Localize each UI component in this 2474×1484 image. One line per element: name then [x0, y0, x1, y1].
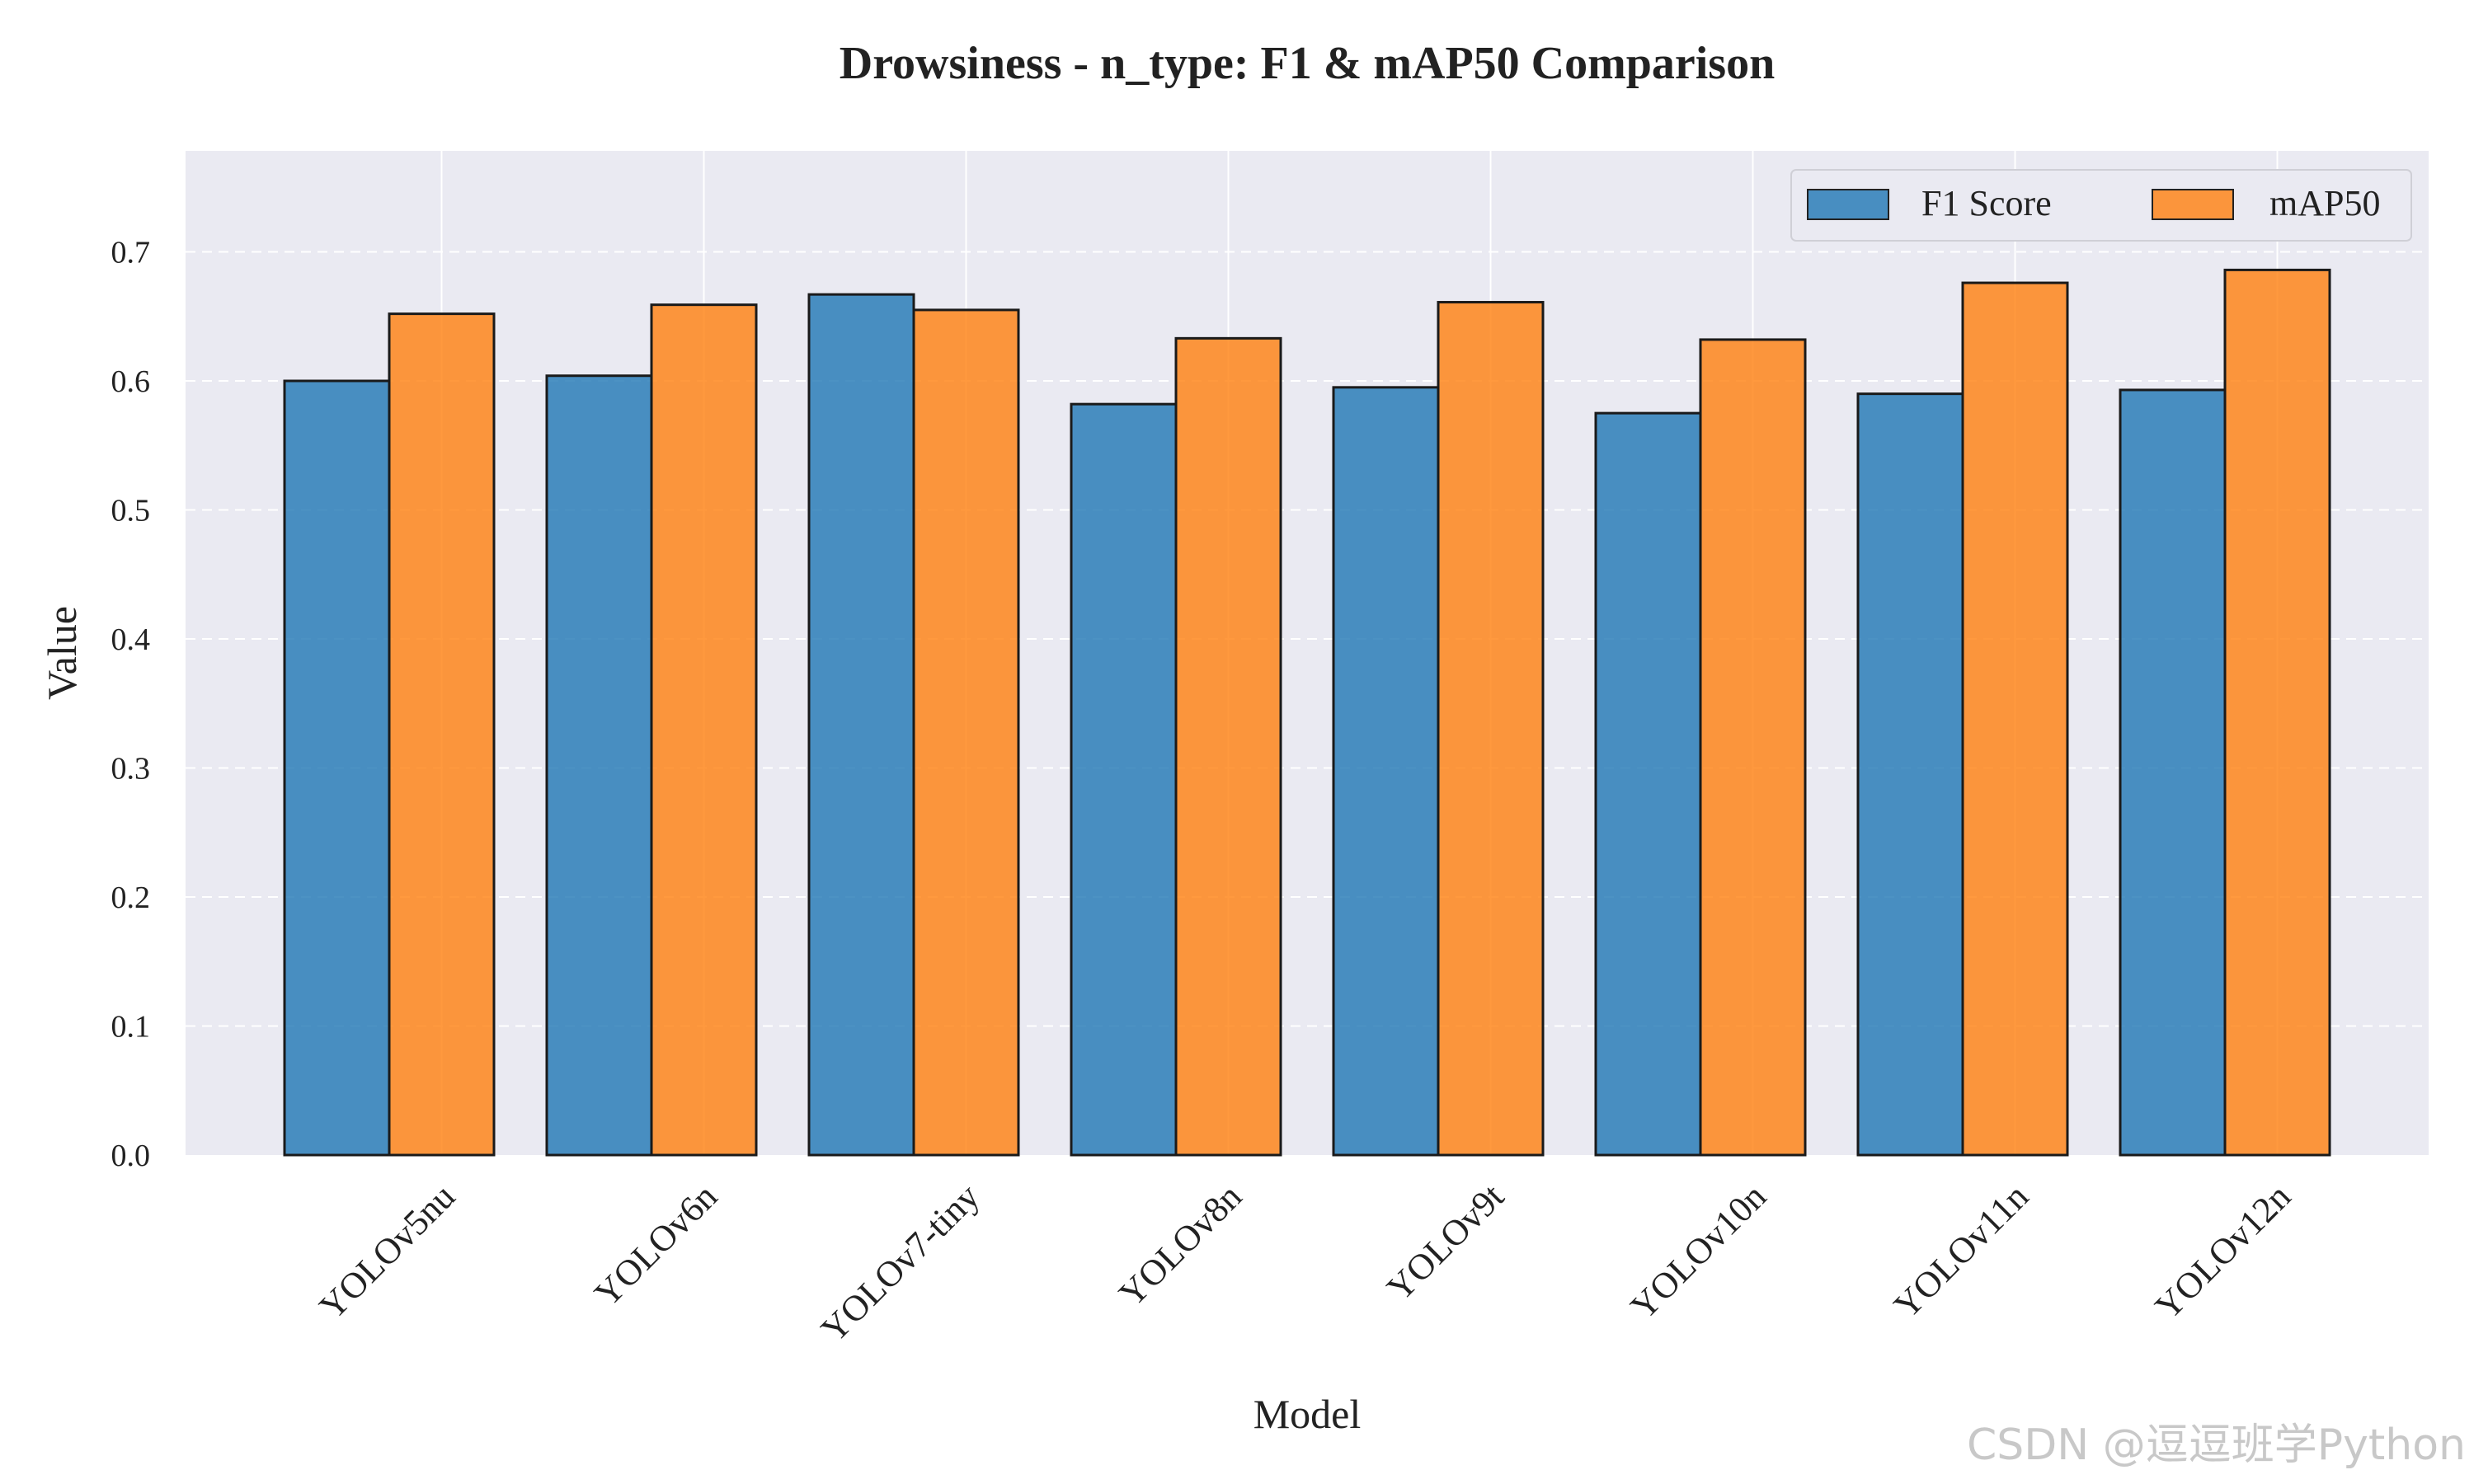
bar-map50-yolov9t [1437, 301, 1545, 1157]
bar-f1-yolov11n [1856, 392, 1964, 1157]
legend-swatch-map50 [2152, 189, 2234, 220]
y-tick-label: 0.5 [111, 494, 151, 528]
bar-f1-yolov10n [1594, 411, 1702, 1157]
bar-map50-yolov8n [1174, 336, 1282, 1157]
x-axis-label: Model [1253, 1391, 1362, 1437]
x-tick-label: YOLOv12n [2147, 1176, 2298, 1327]
bar-f1-yolov5nu [283, 379, 391, 1157]
bar-f1-yolov7-tiny [807, 293, 915, 1157]
plot-area [186, 151, 2429, 1155]
bar-map50-yolov12n [2223, 268, 2331, 1157]
bars [283, 268, 2331, 1157]
legend-swatch-f1 [1807, 189, 1889, 220]
legend-box [1790, 169, 2412, 242]
legend: F1 Score mAP50 [1790, 169, 2412, 242]
bar-map50-yolov7-tiny [912, 308, 1020, 1157]
y-axis-label: Value [39, 606, 85, 700]
legend-label-f1: F1 Score [1921, 183, 2052, 223]
bar-map50-yolov10n [1699, 338, 1807, 1157]
y-tick-label: 0.7 [111, 236, 151, 270]
x-tick-label: YOLOv7-tiny [813, 1176, 987, 1350]
x-tick-label: YOLOv5nu [312, 1176, 463, 1327]
y-tick-label: 0.1 [111, 1010, 151, 1045]
x-tick-labels: YOLOv5nu YOLOv6n YOLOv7-tiny YOLOv8n YOLOv9t… [312, 1176, 2298, 1350]
x-tick-label: YOLOv9t [1379, 1176, 1512, 1308]
x-tick-label: YOLOv8n [1111, 1176, 1249, 1314]
bar-f1-yolov12n [2119, 388, 2227, 1157]
y-tick-label: 0.0 [111, 1139, 151, 1173]
bar-f1-yolov6n [545, 374, 653, 1157]
bar-f1-yolov8n [1070, 402, 1178, 1157]
x-tick-label: YOLOv6n [586, 1176, 725, 1314]
x-tick-label: YOLOv10n [1623, 1176, 1774, 1327]
y-tick-label: 0.6 [111, 364, 151, 399]
y-tick-label: 0.2 [111, 881, 151, 915]
bar-map50-yolov11n [1961, 281, 2069, 1157]
bar-f1-yolov9t [1332, 386, 1440, 1157]
bar-map50-yolov6n [650, 303, 758, 1157]
legend-label-map50: mAP50 [2269, 183, 2380, 223]
y-tick-labels: 0.0 0.1 0.2 0.3 0.4 0.5 0.6 0.7 [111, 236, 151, 1174]
y-tick-label: 0.3 [111, 752, 151, 787]
watermark: CSDN @逗逗班学Python [1967, 1421, 2466, 1470]
bar-map50-yolov5nu [388, 312, 496, 1157]
chart-title: Drowsiness - n_type: F1 & mAP50 Comparis… [840, 38, 1776, 89]
y-tick-label: 0.4 [111, 622, 151, 657]
x-tick-label: YOLOv11n [1886, 1176, 2036, 1326]
